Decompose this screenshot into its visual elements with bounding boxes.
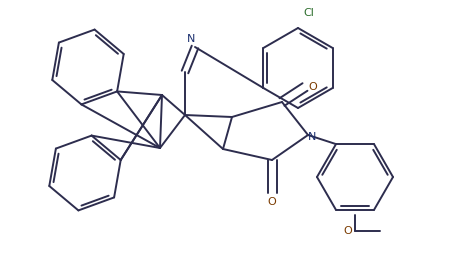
Text: O: O [343,226,352,236]
Text: N: N [308,132,316,142]
Text: N: N [187,34,195,44]
Text: O: O [308,82,317,92]
Text: O: O [268,197,277,207]
Text: Cl: Cl [303,8,314,18]
